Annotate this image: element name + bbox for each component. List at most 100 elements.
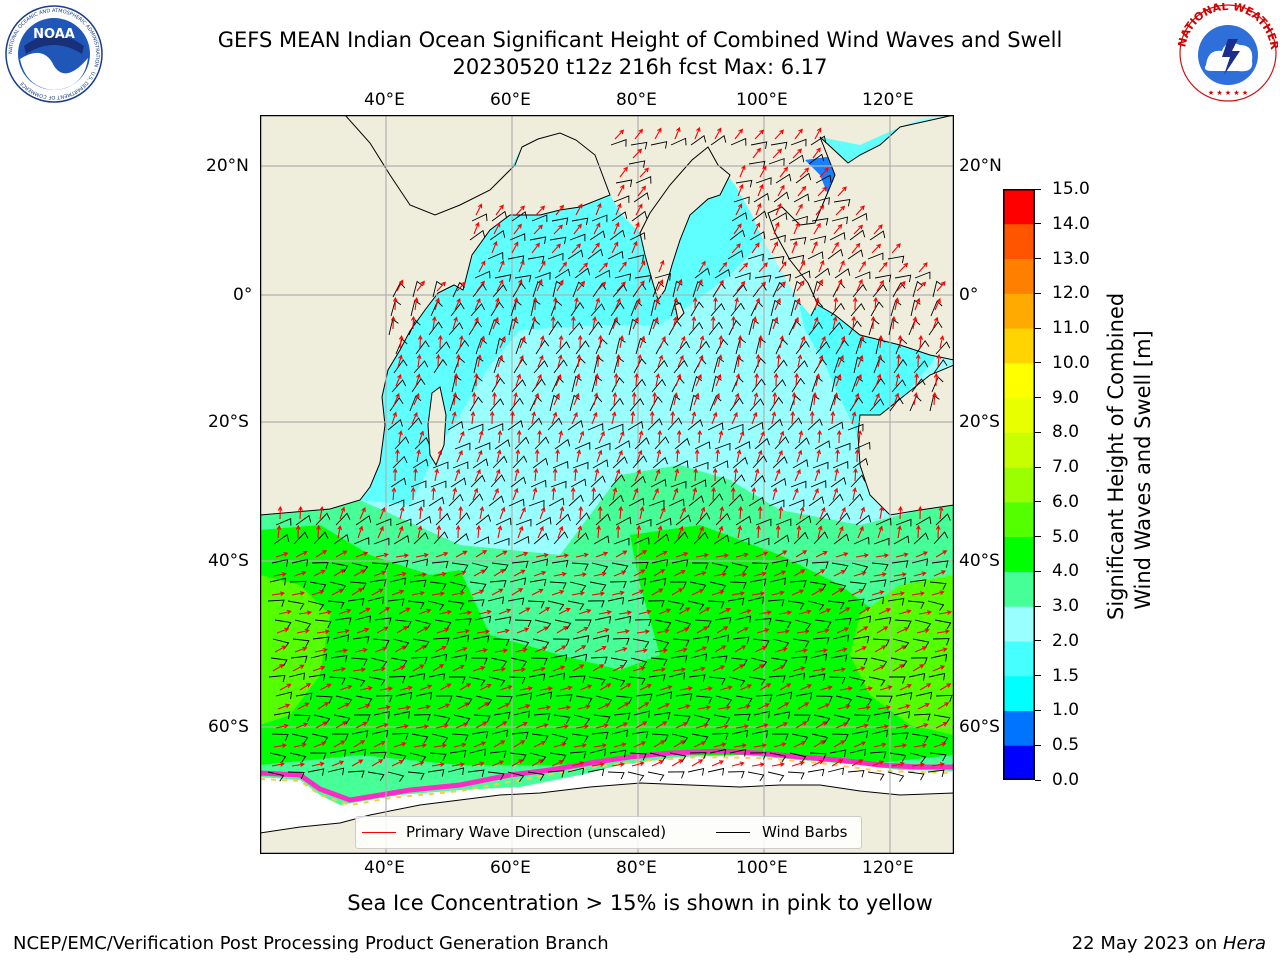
wave-direction-arrow <box>593 571 607 577</box>
wind-barb <box>651 558 669 567</box>
wind-barb <box>609 749 627 758</box>
wind-barb <box>293 531 309 545</box>
wave-direction-arrow <box>398 607 411 615</box>
wind-barb <box>815 174 832 184</box>
wind-barb <box>627 254 645 263</box>
wave-direction-arrow <box>695 373 702 387</box>
footer-date: 22 May 2023 on Hera <box>1072 933 1266 955</box>
wave-direction-arrow <box>434 468 440 482</box>
wave-direction-arrow <box>353 569 366 577</box>
wind-barb <box>714 442 731 451</box>
wave-direction-arrow <box>596 627 610 634</box>
lon-tick-bottom-60e: 60°E <box>490 858 531 878</box>
wave-direction-arrow <box>833 223 843 235</box>
wave-direction-arrow <box>835 373 842 387</box>
wave-direction-arrow <box>911 762 926 768</box>
wave-direction-arrow <box>513 223 522 235</box>
colorbar-segment <box>1003 258 1035 294</box>
wind-barb <box>892 638 910 649</box>
wave-direction-arrow <box>892 664 905 672</box>
wave-direction-arrow <box>591 411 598 425</box>
wave-direction-arrow <box>532 666 546 672</box>
wind-barb <box>575 695 593 705</box>
wind-barb <box>355 515 372 526</box>
colorbar-tick-mark <box>1035 536 1041 538</box>
wind-barb <box>690 479 707 488</box>
wave-direction-arrow <box>713 742 727 748</box>
wind-barb <box>510 657 528 668</box>
wave-direction-arrow <box>456 281 466 292</box>
wave-direction-arrow <box>492 487 499 501</box>
wind-barb <box>655 517 672 526</box>
wind-barb <box>430 480 447 489</box>
wind-barb <box>588 493 604 507</box>
wind-barb <box>732 636 750 645</box>
wave-direction-arrow <box>634 648 648 653</box>
wind-barb <box>347 598 365 606</box>
wave-direction-arrow <box>519 506 526 520</box>
wave-direction-arrow <box>533 392 540 406</box>
wind-barb <box>428 673 446 681</box>
wave-direction-arrow <box>916 281 927 292</box>
wave-direction-arrow <box>853 571 867 577</box>
wave-direction-arrow <box>916 628 930 634</box>
wind-barb <box>852 283 867 298</box>
wave-direction-arrow <box>919 683 932 691</box>
wind-barb <box>435 341 451 355</box>
wind-barb <box>915 691 933 700</box>
ocean-5-6m-east <box>850 575 954 735</box>
wind-barb <box>731 562 749 573</box>
wind-barb <box>814 619 832 629</box>
wind-barb <box>848 493 864 507</box>
wind-barb <box>391 379 407 393</box>
wind-barb <box>509 233 526 241</box>
wind-barb <box>491 729 509 738</box>
wave-direction-arrow <box>639 684 652 691</box>
wave-direction-arrow <box>613 742 627 748</box>
wave-direction-arrow <box>497 429 503 444</box>
wave-direction-arrow <box>771 762 785 767</box>
wind-barb <box>731 729 749 738</box>
wave-direction-arrow <box>453 570 467 577</box>
wave-direction-arrow <box>494 648 509 654</box>
wave-direction-arrow <box>718 261 728 273</box>
wave-height-map[interactable] <box>260 115 954 854</box>
wind-barb <box>548 320 563 336</box>
wind-barb <box>693 531 709 545</box>
wind-barb <box>291 733 309 744</box>
wind-barb <box>553 531 569 545</box>
wind-barb <box>810 135 827 146</box>
wind-barb <box>507 419 524 431</box>
wind-barb <box>933 531 949 545</box>
wave-direction-arrow <box>391 486 397 501</box>
wind-barb <box>429 752 447 761</box>
wave-direction-arrow <box>775 722 788 729</box>
wind-barb <box>494 274 512 282</box>
wave-direction-arrow <box>611 411 617 425</box>
wave-direction-arrow <box>817 703 831 710</box>
wind-barb <box>607 596 625 605</box>
wave-direction-arrow <box>734 297 740 311</box>
wind-barb <box>907 600 925 609</box>
wave-direction-arrow <box>434 645 447 653</box>
wave-direction-arrow <box>898 505 903 520</box>
wind-barb <box>552 638 570 646</box>
wave-direction-arrow <box>357 525 364 539</box>
wave-direction-arrow <box>375 552 389 558</box>
wind-barb <box>469 581 487 591</box>
wave-direction-arrow <box>891 761 905 767</box>
wind-barb <box>368 676 386 687</box>
wind-barb <box>748 496 765 507</box>
wave-direction-arrow <box>631 391 637 406</box>
wave-direction-arrow <box>737 183 744 197</box>
wind-barb <box>555 694 573 702</box>
wind-barb <box>494 616 512 624</box>
wave-direction-arrow <box>718 608 731 615</box>
wind-barb <box>592 634 610 643</box>
wave-direction-arrow <box>454 468 461 482</box>
wind-barb <box>671 559 689 567</box>
wave-direction-arrow <box>393 392 400 406</box>
wave-direction-arrow <box>698 607 711 615</box>
wave-direction-arrow <box>758 334 763 349</box>
wind-barb <box>511 731 529 740</box>
